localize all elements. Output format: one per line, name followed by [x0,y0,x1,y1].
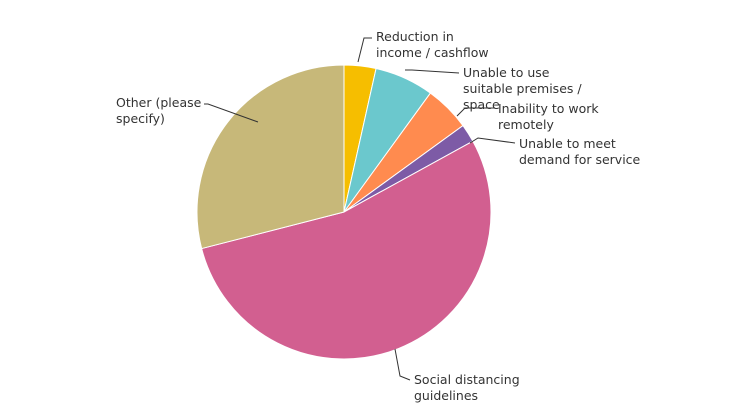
slice-label-1: Unable to use suitable premises / space [463,65,582,112]
leader-line-4 [394,348,411,381]
slice-label-2: Inability to work remotely [498,101,599,132]
leader-line-1 [405,69,460,74]
slice-label-0: Reduction in income / cashflow [376,29,489,60]
leader-line-0 [357,37,372,63]
leader-line-3 [469,137,516,144]
slice-label-5: Other (please specify) [116,95,202,126]
leader-line-5 [204,103,259,123]
slice-labels: Reduction in income / cashflow Unable to u… [116,29,641,403]
leader-lines [204,37,516,381]
slice-label-3: Unable to meet demand for service [519,136,641,167]
slice-label-4: Social distancing guidelines [414,372,520,403]
pie-slice-5 [196,64,345,250]
pie-slice-4 [201,140,492,360]
leader-line-2 [456,107,494,117]
pie-slices [196,64,492,360]
